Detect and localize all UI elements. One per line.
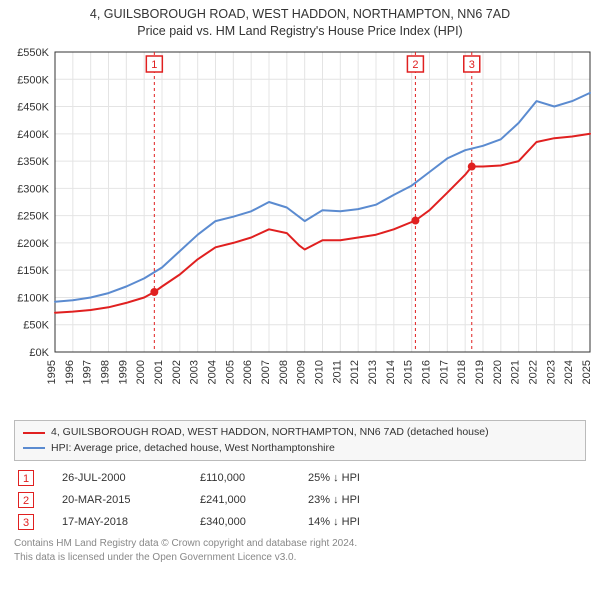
x-tick-label: 2003 xyxy=(189,360,201,384)
svg-text:£100K: £100K xyxy=(17,292,49,304)
x-tick-label: 2015 xyxy=(403,360,415,384)
x-tick-label: 2010 xyxy=(314,360,326,384)
x-tick-label: 2024 xyxy=(563,360,575,384)
attribution-block: Contains HM Land Registry data © Crown c… xyxy=(14,537,586,564)
legend-box: 4, GUILSBOROUGH ROAD, WEST HADDON, NORTH… xyxy=(14,420,586,462)
transaction-delta: 14% ↓ HPI xyxy=(308,516,418,528)
x-tick-label: 1997 xyxy=(82,360,94,384)
transaction-price: £110,000 xyxy=(200,472,280,484)
transaction-delta: 23% ↓ HPI xyxy=(308,494,418,506)
legend-row-hpi: HPI: Average price, detached house, West… xyxy=(23,441,577,457)
transaction-date: 26-JUL-2000 xyxy=(62,472,172,484)
x-tick-label: 2023 xyxy=(545,360,557,384)
svg-text:£450K: £450K xyxy=(17,101,49,113)
legend-swatch-hpi xyxy=(23,447,45,449)
x-tick-label: 1995 xyxy=(46,360,58,384)
x-tick-label: 1996 xyxy=(64,360,76,384)
legend-swatch-price-paid xyxy=(23,432,45,434)
transaction-date: 17-MAY-2018 xyxy=(62,516,172,528)
svg-text:3: 3 xyxy=(469,59,475,71)
x-tick-label: 2001 xyxy=(153,360,165,384)
x-tick-label: 2025 xyxy=(581,360,593,384)
x-tick-label: 2005 xyxy=(224,360,236,384)
x-tick-label: 2022 xyxy=(528,360,540,384)
transaction-date: 20-MAR-2015 xyxy=(62,494,172,506)
x-tick-label: 2006 xyxy=(242,360,254,384)
svg-text:1: 1 xyxy=(151,59,157,71)
x-tick-label: 2019 xyxy=(474,360,486,384)
svg-text:2: 2 xyxy=(412,59,418,71)
transaction-marker-box: 3 xyxy=(18,514,34,530)
legend-label-hpi: HPI: Average price, detached house, West… xyxy=(51,441,335,457)
transaction-row: 1 26-JUL-2000 £110,000 25% ↓ HPI xyxy=(14,467,586,489)
svg-text:£200K: £200K xyxy=(17,238,49,250)
title-line-1: 4, GUILSBOROUGH ROAD, WEST HADDON, NORTH… xyxy=(6,6,594,23)
svg-text:£50K: £50K xyxy=(23,319,49,331)
svg-text:£550K: £550K xyxy=(17,47,49,59)
transaction-price: £340,000 xyxy=(200,516,280,528)
transaction-row: 3 17-MAY-2018 £340,000 14% ↓ HPI xyxy=(14,511,586,533)
chart-title-block: 4, GUILSBOROUGH ROAD, WEST HADDON, NORTH… xyxy=(0,0,600,42)
svg-text:£300K: £300K xyxy=(17,183,49,195)
x-tick-label: 2004 xyxy=(207,360,219,384)
x-tick-label: 2014 xyxy=(385,360,397,384)
chart-area: £0K £50K £100K £150K £200K £250K £300K £350K £40… xyxy=(0,42,600,412)
x-tick-label: 2012 xyxy=(349,360,361,384)
attribution-line-2: This data is licensed under the Open Gov… xyxy=(14,551,586,565)
transaction-row: 2 20-MAR-2015 £241,000 23% ↓ HPI xyxy=(14,489,586,511)
x-tick-label: 2020 xyxy=(492,360,504,384)
x-tick-label: 2002 xyxy=(171,360,183,384)
x-tick-label: 2017 xyxy=(438,360,450,384)
x-tick-label: 2011 xyxy=(331,360,343,384)
x-tick-label: 2009 xyxy=(296,360,308,384)
transaction-marker-box: 1 xyxy=(18,470,34,486)
x-tick-label: 2016 xyxy=(421,360,433,384)
x-tick-label: 2008 xyxy=(278,360,290,384)
x-tick-label: 1999 xyxy=(117,360,129,384)
transactions-table: 1 26-JUL-2000 £110,000 25% ↓ HPI 2 20-MAR-201… xyxy=(14,467,586,533)
svg-text:£0K: £0K xyxy=(29,347,49,359)
title-line-2: Price paid vs. HM Land Registry's House … xyxy=(6,23,594,40)
legend-row-price-paid: 4, GUILSBOROUGH ROAD, WEST HADDON, NORTH… xyxy=(23,425,577,441)
transaction-price: £241,000 xyxy=(200,494,280,506)
svg-text:£400K: £400K xyxy=(17,129,49,141)
svg-text:£250K: £250K xyxy=(17,210,49,222)
x-tick-label: 2000 xyxy=(135,360,147,384)
transaction-marker-box: 2 xyxy=(18,492,34,508)
svg-text:£350K: £350K xyxy=(17,156,49,168)
svg-text:£500K: £500K xyxy=(17,74,49,86)
line-chart-svg: £0K £50K £100K £150K £200K £250K £300K £350K £40… xyxy=(0,42,600,412)
x-tick-label: 2018 xyxy=(456,360,468,384)
transaction-delta: 25% ↓ HPI xyxy=(308,472,418,484)
attribution-line-1: Contains HM Land Registry data © Crown c… xyxy=(14,537,586,551)
x-tick-label: 2007 xyxy=(260,360,272,384)
x-tick-label: 2021 xyxy=(510,360,522,384)
x-tick-label: 1998 xyxy=(100,360,112,384)
x-tick-label: 2013 xyxy=(367,360,379,384)
svg-text:£150K: £150K xyxy=(17,265,49,277)
legend-label-price-paid: 4, GUILSBOROUGH ROAD, WEST HADDON, NORTH… xyxy=(51,425,489,441)
